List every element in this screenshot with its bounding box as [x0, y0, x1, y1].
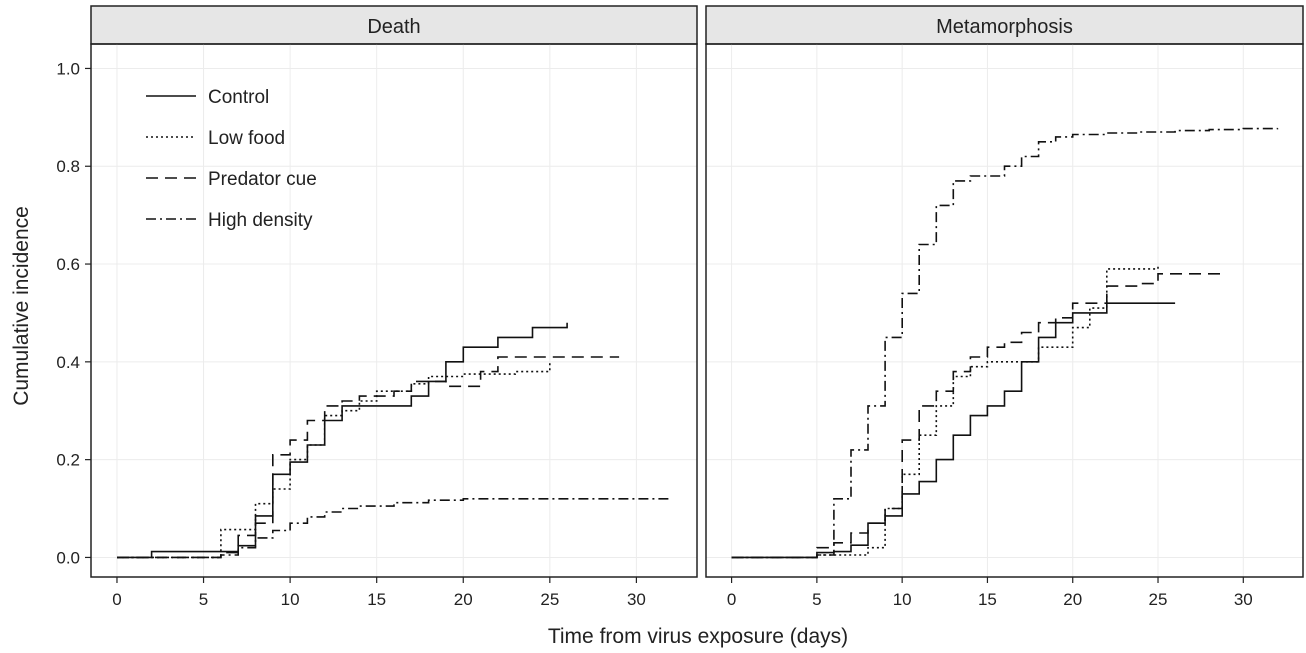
x-tick-label: 30 — [1234, 590, 1253, 609]
y-tick-label: 0.0 — [56, 548, 80, 567]
series-predator-cue — [731, 273, 1227, 559]
legend-label: Control — [208, 87, 269, 108]
plot-frame — [705, 43, 1304, 578]
series-high-density — [731, 127, 1279, 559]
legend-label: Low food — [208, 128, 285, 149]
panel-title: Metamorphosis — [936, 16, 1073, 38]
x-tick-label: 0 — [727, 590, 736, 609]
panel-2: Metamorphosis 0 5 10 15 20 25 30 — [705, 5, 1304, 609]
figure-x-axis-label: Time from virus exposure (days) — [548, 625, 848, 648]
y-tick-label: 1.0 — [56, 59, 80, 78]
y-tick-label: 0.2 — [56, 451, 80, 470]
series-control — [731, 302, 1176, 559]
series-high-density — [117, 498, 671, 559]
panel-title: Death — [367, 16, 420, 38]
x-tick-label: 25 — [540, 590, 559, 609]
legend-label: Predator cue — [208, 169, 317, 190]
figure-y-axis-label: Cumulative incidence — [10, 206, 33, 406]
panel-strip — [90, 5, 698, 45]
panels: Death 0 5 10 15 20 25 30 0.0 0.2 0.4 0.6 0.8 1.0 Contr… — [56, 5, 1304, 609]
panel-strip — [705, 5, 1304, 45]
series-control — [117, 322, 568, 559]
plot-frame — [90, 43, 698, 578]
x-tick-label: 15 — [978, 590, 997, 609]
series-predator-cue — [117, 356, 620, 559]
x-tick-label: 25 — [1149, 590, 1168, 609]
x-tick-label: 5 — [199, 590, 208, 609]
legend: Control Low food Predator cue High density — [146, 87, 317, 231]
panel-1: Death 0 5 10 15 20 25 30 0.0 0.2 0.4 0.6 0.8 1.0 Contr… — [56, 5, 698, 609]
x-tick-label: 10 — [893, 590, 912, 609]
x-tick-label: 10 — [281, 590, 300, 609]
x-tick-label: 5 — [812, 590, 821, 609]
x-tick-label: 15 — [367, 590, 386, 609]
y-tick-label: 0.4 — [56, 353, 80, 372]
x-tick-label: 0 — [112, 590, 121, 609]
legend-label: High density — [208, 210, 313, 231]
y-tick-label: 0.8 — [56, 157, 80, 176]
y-tick-label: 0.6 — [56, 255, 80, 274]
x-tick-label: 20 — [454, 590, 473, 609]
series-low-food — [117, 361, 551, 559]
x-tick-label: 20 — [1063, 590, 1082, 609]
x-tick-label: 30 — [627, 590, 646, 609]
series-low-food — [731, 264, 1159, 559]
